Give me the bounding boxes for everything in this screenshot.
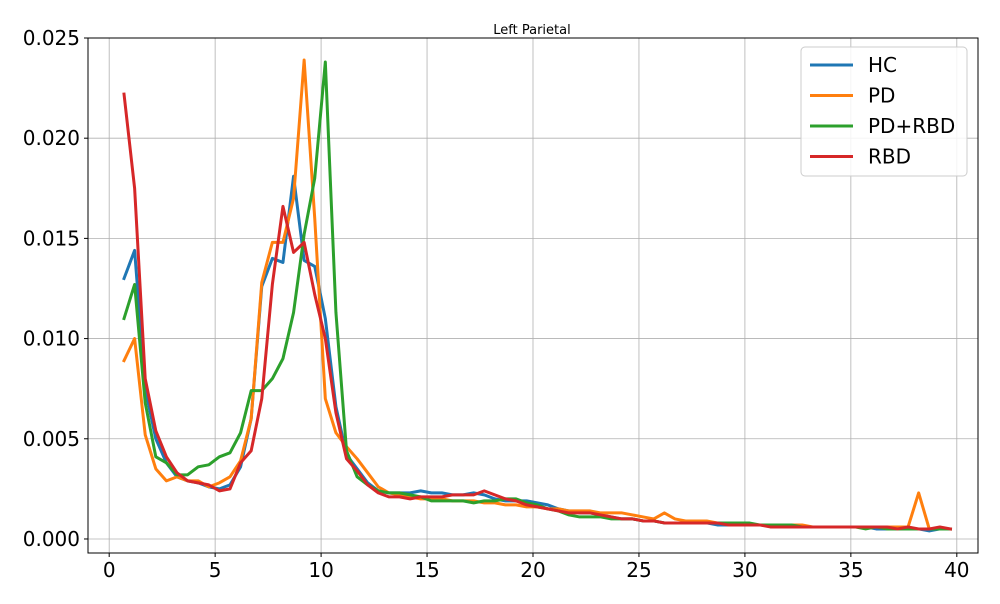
axis-layer: 0 5 10 15 20 25 30 35 40 0.000 0.005 0.010 0.015 0.02… <box>23 26 970 582</box>
x-tick-label: 20 <box>520 558 545 582</box>
legend-label-rbd: RBD <box>868 145 911 169</box>
x-tick-label: 40 <box>944 558 969 582</box>
x-tick-label: 30 <box>732 558 757 582</box>
x-tick-label: 35 <box>838 558 863 582</box>
chart-title: Left Parietal <box>493 23 570 38</box>
y-tick-label: 0.000 <box>23 527 80 551</box>
legend-label-hc: HC <box>868 53 897 77</box>
y-tick-label: 0.020 <box>23 126 80 150</box>
legend-label-pd: PD <box>868 84 895 108</box>
y-tick-label: 0.025 <box>23 26 80 50</box>
series-layer <box>122 58 953 533</box>
y-tick-label: 0.015 <box>23 226 80 250</box>
legend-box <box>800 46 968 177</box>
series-line-hc <box>122 174 952 533</box>
x-tick-label: 0 <box>103 558 116 582</box>
y-tick-label: 0.010 <box>23 327 80 351</box>
y-tick-label: 0.005 <box>23 427 80 451</box>
series-line-rbd <box>122 92 953 531</box>
x-tick-label: 10 <box>308 558 333 582</box>
legend-label-pd-rbd: PD+RBD <box>868 114 955 138</box>
x-tick-label: 25 <box>626 558 651 582</box>
legend: HC PD PD+RBD RBD <box>800 46 968 177</box>
x-tick-label: 5 <box>209 558 222 582</box>
x-tick-label: 15 <box>414 558 439 582</box>
